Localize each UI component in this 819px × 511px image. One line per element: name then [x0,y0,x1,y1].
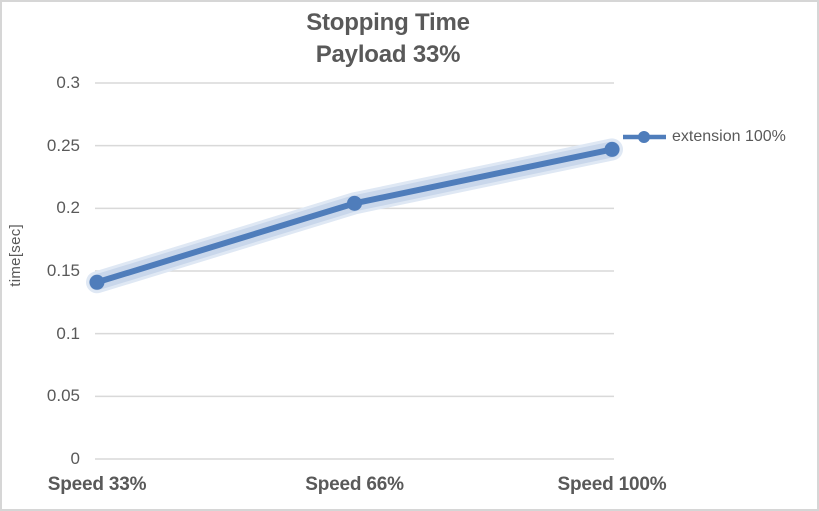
chart-title: Stopping Time Payload 33% [2,7,774,71]
chart-title-line1: Stopping Time [306,9,470,36]
y-axis-title: time[sec] [7,224,24,287]
data-point-marker [347,195,362,211]
x-category-label: Speed 33% [47,474,147,495]
series-band [89,141,620,291]
legend: extension 100% [621,128,786,146]
y-tick-label: 0.25 [46,135,80,155]
data-point-marker [604,141,620,157]
y-tick-label: 0.15 [46,261,80,281]
legend-series-label: extension 100% [672,128,786,145]
y-tick-label: 0.2 [56,198,80,218]
data-point-marker [89,274,105,290]
y-tick-label: 0.1 [56,323,80,343]
x-category-label: Speed 100% [557,474,667,495]
chart-title-line2: Payload 33% [315,41,461,68]
y-tick-label: 0 [70,449,80,469]
legend-line-marker-icon [623,131,666,143]
y-tick-label: 0.3 [56,73,80,93]
y-tick-label: 0.05 [46,386,80,406]
x-category-label: Speed 66% [305,474,404,495]
